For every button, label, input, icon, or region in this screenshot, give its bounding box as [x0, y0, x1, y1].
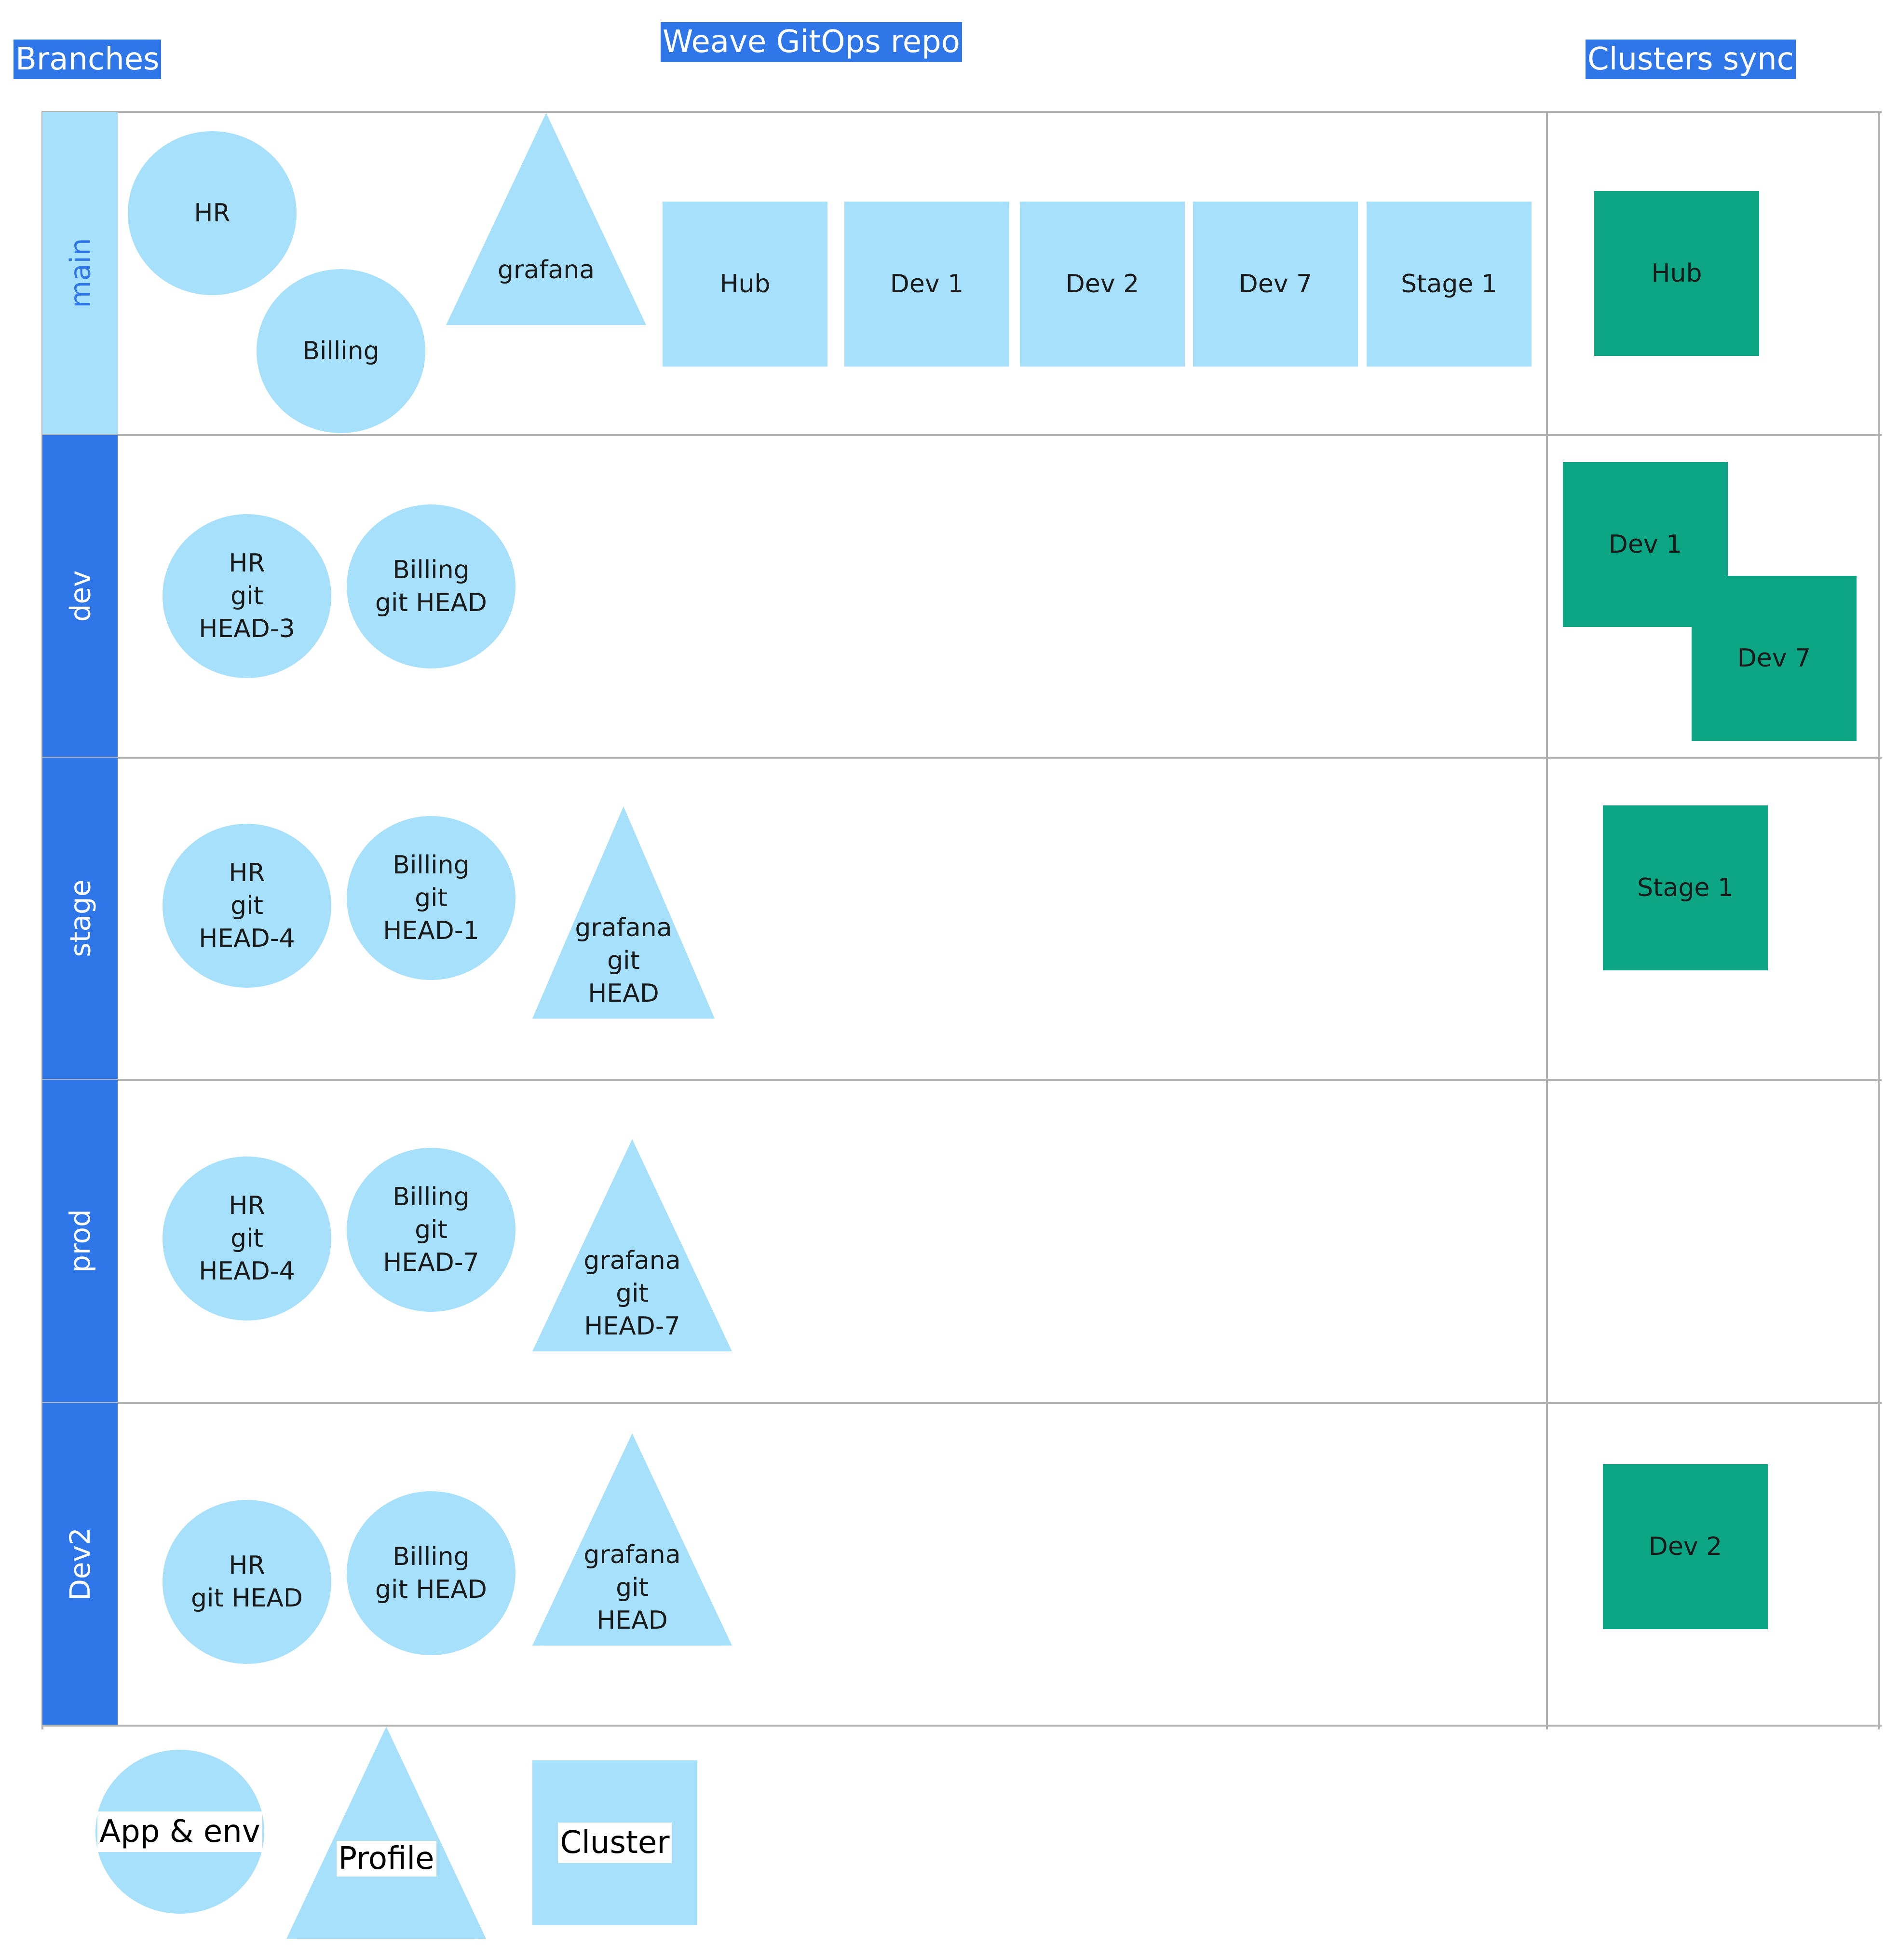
- grid-line-right: [1878, 111, 1880, 1729]
- lane-label-dev: dev: [63, 570, 96, 622]
- app-node-label: Billing: [302, 337, 380, 366]
- app-node-label: HR git HEAD-4: [199, 858, 295, 953]
- cluster-node-label: Dev 7: [1238, 270, 1313, 299]
- cluster-node-hub: Hub: [663, 202, 827, 367]
- repo-header: Weave GitOps repo: [661, 22, 962, 62]
- grid-line-prod-dev2: [41, 1402, 1882, 1404]
- profile-node-label: grafana git HEAD-7: [583, 1246, 681, 1341]
- app-node-hr: HR git HEAD-3: [163, 514, 331, 678]
- cluster-node-label: Dev 1: [890, 270, 964, 299]
- grid-line-repo-sync-divider: [1546, 111, 1548, 1729]
- grid-line-bottom: [41, 1725, 1882, 1727]
- legend-cluster-label: Cluster: [558, 1823, 672, 1863]
- cluster-node-dev1: Dev 1: [844, 202, 1009, 367]
- cluster-node-label: Stage 1: [1401, 270, 1497, 299]
- app-node-label: HR git HEAD: [191, 1551, 303, 1613]
- lane-label-dev2: Dev2: [63, 1527, 96, 1601]
- app-node-label: Billing git HEAD: [375, 1542, 487, 1604]
- legend-app-env-shape: App & env: [95, 1750, 264, 1914]
- branches-header: Branches: [14, 40, 162, 79]
- app-node-billing: Billing git HEAD-1: [347, 816, 515, 980]
- lane-stage: stage: [42, 758, 118, 1079]
- synced-cluster-stage1: Stage 1: [1603, 805, 1768, 970]
- cluster-node-label: Hub: [719, 270, 771, 299]
- lane-main: main: [42, 112, 118, 434]
- synced-cluster-dev2: Dev 2: [1603, 1464, 1768, 1629]
- app-node-billing: Billing git HEAD-7: [347, 1148, 515, 1312]
- synced-cluster-label: Dev 1: [1608, 530, 1682, 559]
- cluster-node-stage1: Stage 1: [1367, 202, 1532, 367]
- lane-dev: dev: [42, 435, 118, 757]
- legend-app-env-label: App & env: [97, 1811, 262, 1852]
- legend-profile-label-wrap: Profile: [286, 1838, 486, 1879]
- legend-profile-shape: [286, 1727, 486, 1939]
- app-node-billing: Billing git HEAD: [347, 1491, 515, 1655]
- app-node-hr: HR: [128, 131, 297, 295]
- app-node-billing: Billing git HEAD: [347, 504, 515, 668]
- lane-dev2: Dev2: [42, 1403, 118, 1725]
- lane-label-stage: stage: [64, 879, 97, 957]
- app-node-label: HR git HEAD-4: [199, 1191, 295, 1286]
- legend-cluster-shape: Cluster: [532, 1760, 697, 1925]
- grid-line-stage-prod: [41, 1079, 1882, 1081]
- app-node-label: Billing git HEAD-1: [383, 851, 479, 945]
- app-node-label: Billing git HEAD: [375, 556, 487, 617]
- profile-node-label: grafana git HEAD: [583, 1540, 681, 1635]
- app-node-hr: HR git HEAD: [163, 1500, 331, 1664]
- app-node-hr: HR git HEAD-4: [163, 824, 331, 988]
- synced-cluster-hub: Hub: [1594, 191, 1759, 356]
- app-node-label: Billing git HEAD-7: [383, 1183, 479, 1277]
- grid-line-main-dev: [41, 434, 1882, 436]
- clusters-sync-header: Clusters sync: [1586, 40, 1796, 79]
- legend-profile-label: Profile: [336, 1841, 436, 1877]
- app-node-billing: Billing: [257, 269, 425, 433]
- lane-prod: prod: [42, 1080, 118, 1402]
- lane-label-main: main: [63, 238, 96, 308]
- cluster-node-label: Dev 2: [1065, 270, 1139, 299]
- cluster-node-dev7: Dev 7: [1193, 202, 1358, 367]
- lane-label-prod: prod: [63, 1209, 96, 1273]
- profile-node-label: grafana: [497, 256, 595, 285]
- cluster-node-dev2: Dev 2: [1020, 202, 1185, 367]
- profile-node-label: grafana git HEAD: [575, 913, 672, 1008]
- grid-line-dev-stage: [41, 757, 1882, 759]
- synced-cluster-label: Stage 1: [1637, 873, 1734, 902]
- profile-node-grafana: [446, 113, 646, 325]
- synced-cluster-label: Hub: [1651, 259, 1702, 288]
- synced-cluster-dev7: Dev 7: [1692, 576, 1857, 741]
- app-node-hr: HR git HEAD-4: [163, 1157, 331, 1320]
- app-node-label: HR: [194, 199, 230, 228]
- synced-cluster-label: Dev 2: [1648, 1532, 1722, 1561]
- grid-line-top: [41, 111, 1882, 113]
- synced-cluster-label: Dev 7: [1737, 644, 1811, 673]
- app-node-label: HR git HEAD-3: [199, 549, 295, 643]
